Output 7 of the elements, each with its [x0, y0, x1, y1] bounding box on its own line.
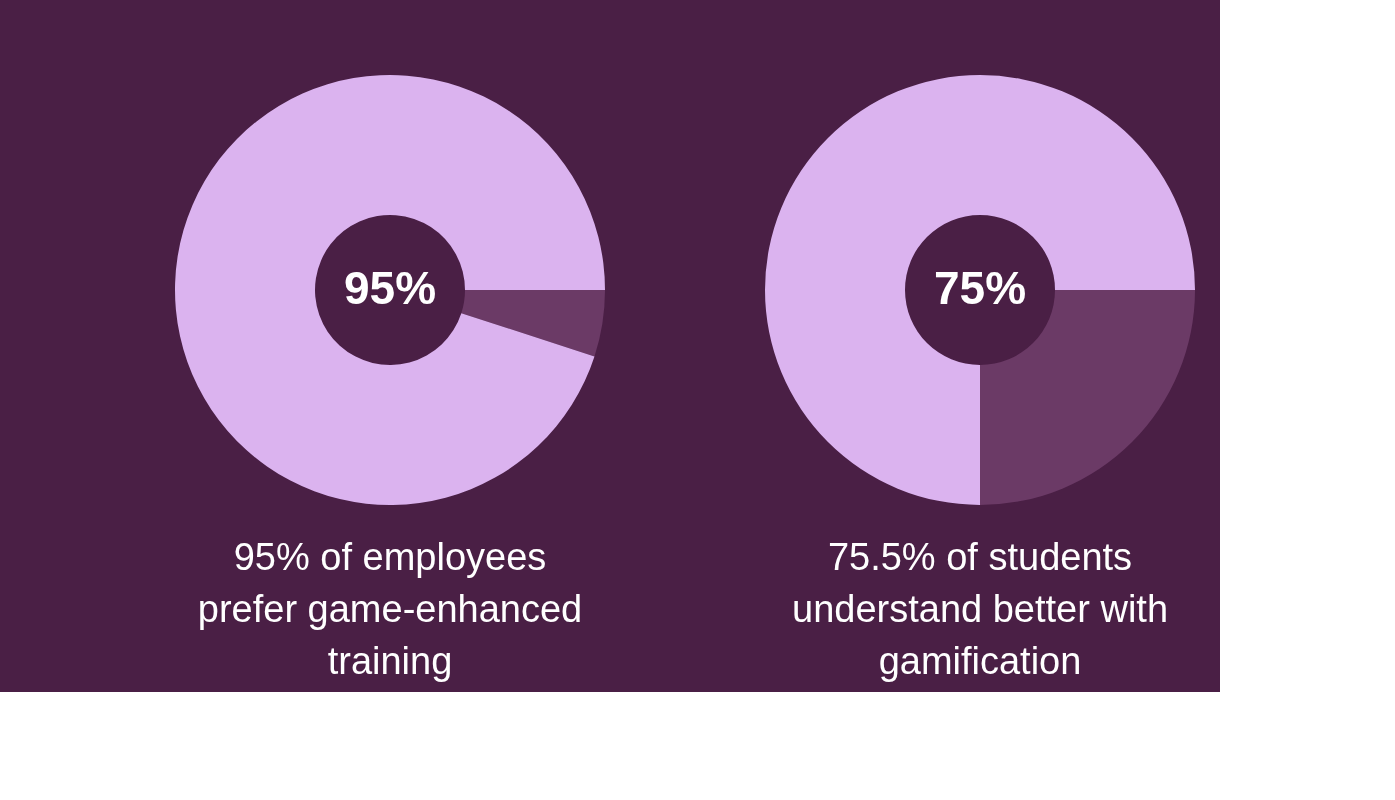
donut-slice [461, 290, 605, 357]
text: 95% [343, 262, 437, 314]
text: 75% [933, 262, 1027, 314]
text: 95% of employees prefer game-enhanced training [197, 536, 583, 682]
text: 75.5% of students understand better with gamification [791, 536, 1169, 682]
donut-slice [175, 75, 605, 505]
donut-slice [765, 75, 1195, 505]
